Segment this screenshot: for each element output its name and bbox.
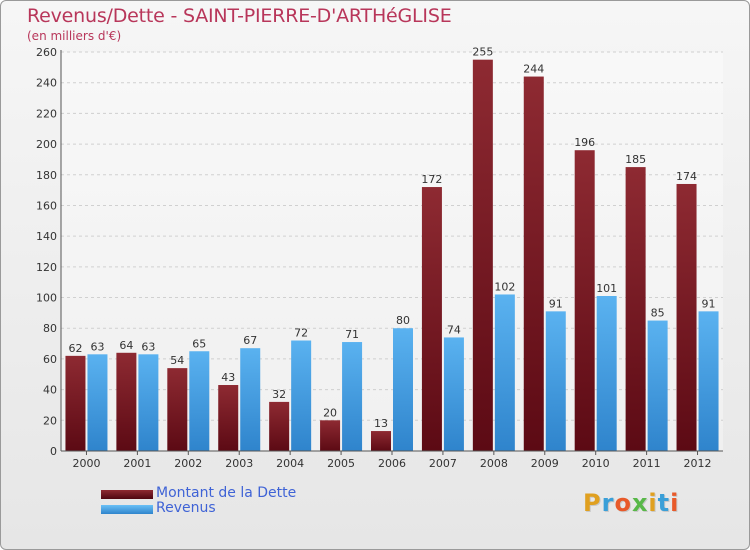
- x-tick-label: 2008: [480, 457, 508, 470]
- legend-swatch-revenus: [101, 505, 153, 514]
- chart-title: Revenus/Dette - SAINT-PIERRE-D'ARTHéGLIS…: [27, 5, 452, 27]
- bar-revenus: [545, 311, 566, 451]
- bar-dette: [167, 368, 188, 451]
- bar-dette: [65, 355, 86, 451]
- x-tick-label: 2004: [276, 457, 304, 470]
- legend-swatch-dette: [101, 490, 153, 499]
- logo-letter: o: [614, 489, 632, 517]
- x-tick-label: 2006: [378, 457, 406, 470]
- data-label: 102: [494, 280, 515, 293]
- bar-revenus: [240, 348, 261, 451]
- bar-dette: [472, 59, 493, 452]
- bar-revenus: [698, 311, 719, 451]
- y-tick-label: 240: [36, 77, 57, 90]
- bar-dette: [116, 352, 137, 451]
- x-tick-label: 2010: [582, 457, 610, 470]
- y-tick-label: 120: [36, 261, 57, 274]
- y-tick-label: 40: [43, 384, 57, 397]
- data-label: 74: [447, 323, 461, 336]
- y-tick-label: 180: [36, 169, 57, 182]
- y-tick-label: 60: [43, 353, 57, 366]
- x-tick-label: 2007: [429, 457, 457, 470]
- legend-label-revenus: Revenus: [156, 500, 216, 516]
- y-tick-label: 0: [50, 445, 57, 458]
- data-label: 64: [119, 339, 133, 352]
- legend-label-dette: Montant de la Dette: [156, 485, 297, 501]
- x-tick-label: 2000: [72, 457, 100, 470]
- x-tick-label: 2005: [327, 457, 355, 470]
- x-tick-label: 2002: [174, 457, 202, 470]
- logo-letter: t: [657, 489, 671, 517]
- y-tick-label: 200: [36, 138, 57, 151]
- data-label: 20: [323, 406, 337, 419]
- x-tick-label: 2011: [633, 457, 661, 470]
- logo-letter: x: [631, 489, 649, 517]
- logo-letter: r: [601, 489, 615, 517]
- bar-dette: [625, 167, 646, 451]
- proxiti-logo: Proxiti: [583, 489, 679, 517]
- logo-letter: P: [583, 489, 602, 517]
- bar-revenus: [87, 354, 108, 451]
- data-label: 91: [549, 297, 563, 310]
- bar-revenus: [393, 328, 413, 451]
- y-tick-label: 20: [43, 414, 57, 427]
- logo-letter: i: [670, 489, 680, 517]
- bar-revenus: [138, 354, 159, 451]
- data-label: 196: [574, 136, 595, 149]
- data-label: 72: [294, 327, 308, 340]
- data-label: 91: [702, 297, 716, 310]
- data-label: 85: [651, 307, 665, 320]
- data-label: 255: [472, 46, 493, 59]
- data-label: 13: [374, 417, 388, 430]
- data-label: 174: [676, 170, 697, 183]
- data-label: 185: [625, 153, 646, 166]
- y-tick-label: 260: [36, 46, 57, 59]
- data-label: 80: [396, 314, 410, 327]
- bar-dette: [574, 150, 595, 451]
- bar-dette: [523, 76, 544, 452]
- data-label: 71: [345, 328, 359, 341]
- bar-dette: [218, 385, 239, 451]
- data-label: 67: [243, 334, 257, 347]
- chart-subtitle: (en milliers d'€): [27, 29, 122, 43]
- y-tick-label: 220: [36, 107, 57, 120]
- bar-revenus: [494, 294, 515, 451]
- data-label: 63: [141, 340, 155, 353]
- bar-revenus: [443, 337, 464, 451]
- data-label: 43: [221, 371, 235, 384]
- data-label: 62: [68, 342, 82, 355]
- bar-dette: [421, 187, 442, 452]
- y-tick-label: 160: [36, 199, 57, 212]
- bar-revenus: [291, 340, 312, 451]
- x-tick-label: 2003: [225, 457, 253, 470]
- logo-letter: i: [648, 489, 658, 517]
- y-tick-label: 100: [36, 292, 57, 305]
- x-tick-label: 2009: [531, 457, 559, 470]
- y-tick-label: 140: [36, 230, 57, 243]
- data-label: 244: [523, 63, 544, 76]
- bar-dette: [269, 401, 290, 451]
- bar-revenus: [596, 296, 617, 451]
- y-tick-label: 80: [43, 322, 57, 335]
- data-label: 65: [192, 337, 206, 350]
- data-label: 63: [90, 340, 104, 353]
- x-tick-label: 2012: [684, 457, 712, 470]
- data-label: 32: [272, 388, 286, 401]
- data-label: 101: [596, 282, 617, 295]
- bar-dette: [320, 420, 341, 451]
- bar-revenus: [647, 320, 668, 451]
- bar-revenus: [342, 342, 363, 451]
- x-tick-label: 2001: [123, 457, 151, 470]
- plot-area: [61, 52, 723, 451]
- data-label: 54: [170, 354, 184, 367]
- bar-revenus: [189, 351, 210, 451]
- bar-dette: [371, 431, 391, 451]
- bar-dette: [676, 183, 697, 451]
- data-label: 172: [421, 173, 442, 186]
